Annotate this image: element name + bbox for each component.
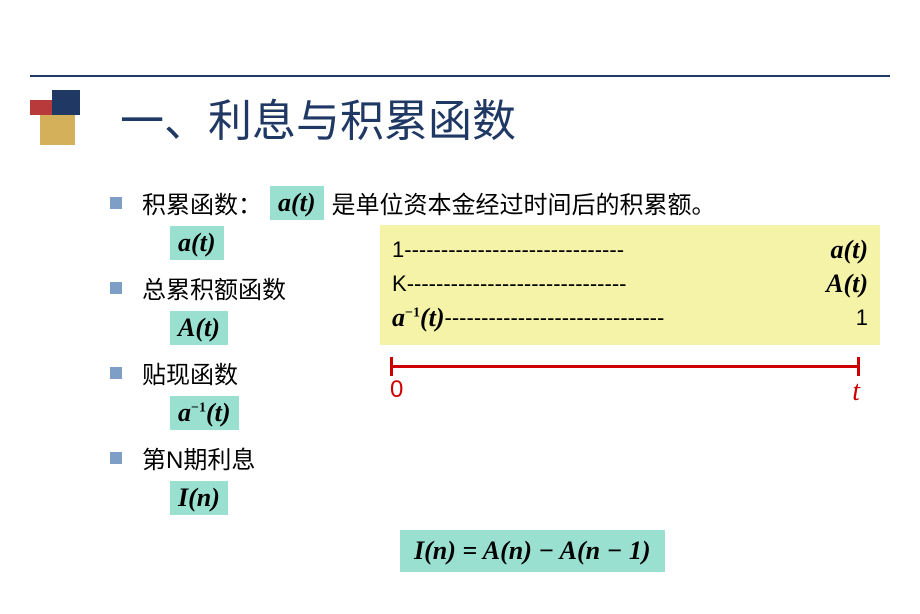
formula-at-inline: a(t) xyxy=(270,186,324,220)
row3-right: 1 xyxy=(856,305,868,331)
diagram: 1 ------------------------------ a(t) K … xyxy=(380,225,880,408)
corner-decoration xyxy=(30,90,90,150)
timeline-zero: 0 xyxy=(390,376,403,408)
timeline-t: t xyxy=(852,376,860,408)
diagram-row-3: a−1(t) ------------------------------ 1 xyxy=(392,303,868,333)
row1-right: a(t) xyxy=(822,235,868,265)
bullet-icon xyxy=(110,282,122,294)
bullet-3-text: 贴现函数 xyxy=(142,355,238,390)
slide-title: 一、利息与积累函数 xyxy=(120,85,516,149)
bullet-1: 积累函数： a(t) 是单位资本金经过时间后的积累额。 xyxy=(110,185,900,220)
timeline-tick-left xyxy=(390,357,393,376)
diagram-row-2: K ------------------------------ A(t) xyxy=(392,269,868,299)
row3-left: a−1(t) xyxy=(392,303,445,333)
yellow-box: 1 ------------------------------ a(t) K … xyxy=(380,225,880,345)
row1-left: 1 xyxy=(392,237,404,263)
formula-at-label: a(t) xyxy=(170,226,224,260)
bullet-1-text-right: 是单位资本金经过时间后的积累额。 xyxy=(332,185,716,220)
timeline-line xyxy=(390,365,860,368)
bullet-icon xyxy=(110,367,122,379)
formula-In-label: I(n) xyxy=(170,481,228,515)
formula-In: I(n) xyxy=(170,481,900,515)
bullet-2-text: 总累积额函数 xyxy=(142,270,286,305)
bullet-4: 第N期利息 xyxy=(110,440,900,475)
title-underline xyxy=(30,75,890,77)
row2-right: A(t) xyxy=(818,269,868,299)
bullet-icon xyxy=(110,452,122,464)
timeline-labels: 0 t xyxy=(390,376,860,408)
row2-dash: ------------------------------ xyxy=(407,271,818,297)
bullet-icon xyxy=(110,197,122,209)
row1-dash: ------------------------------ xyxy=(404,237,822,263)
formula-At-label: A(t) xyxy=(170,311,228,345)
bullet-4-text: 第N期利息 xyxy=(142,440,255,475)
timeline: 0 t xyxy=(390,365,860,408)
row2-left: K xyxy=(392,271,407,297)
timeline-tick-right xyxy=(857,357,860,376)
bullet-1-text-left: 积累函数： xyxy=(142,185,262,220)
formula-ainv-label: a−1(t) xyxy=(170,396,239,430)
diagram-row-1: 1 ------------------------------ a(t) xyxy=(392,235,868,265)
row3-dash: ------------------------------ xyxy=(445,305,856,331)
equation-In: I(n) = A(n) − A(n − 1) xyxy=(400,530,665,572)
